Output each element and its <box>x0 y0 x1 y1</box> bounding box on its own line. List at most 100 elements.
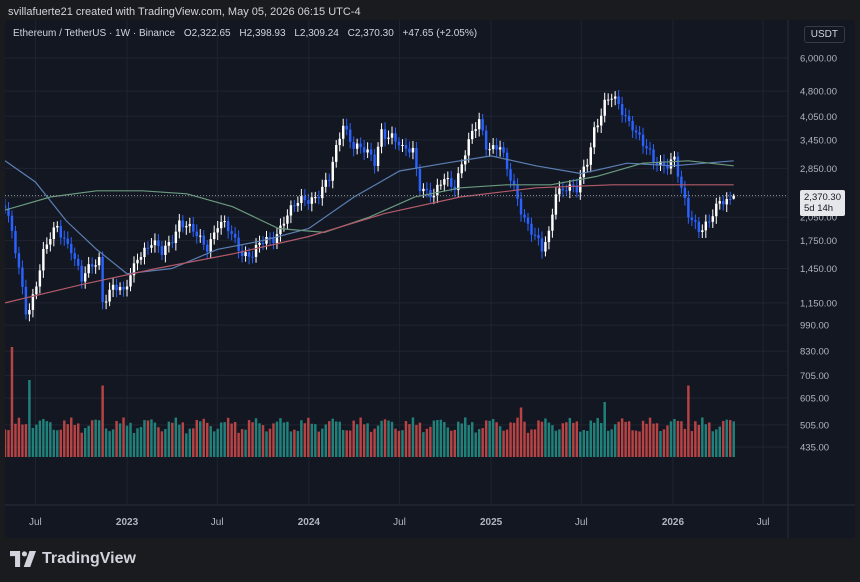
candle-body <box>219 221 223 229</box>
volume-bar <box>470 422 474 457</box>
candle-body <box>579 177 582 193</box>
candle-body <box>715 203 718 217</box>
candle-body <box>718 201 721 204</box>
candle-body <box>519 198 523 215</box>
volume-bar <box>80 432 83 457</box>
candle-body <box>226 221 230 232</box>
candle-body <box>104 301 108 303</box>
candle-body <box>704 221 708 231</box>
candle-body <box>526 217 530 224</box>
candle-body <box>31 294 35 310</box>
volume-bar <box>558 429 561 457</box>
volume-bar <box>390 421 394 457</box>
candle-body <box>436 184 439 196</box>
volume-bar <box>418 422 422 457</box>
volume-bar <box>505 429 509 457</box>
candle-body <box>202 235 205 245</box>
volume-bar <box>450 430 453 457</box>
high-value: H2,398.93 <box>239 28 286 39</box>
candle-body <box>387 137 390 139</box>
candle-body <box>80 265 83 282</box>
volume-bar <box>617 421 620 457</box>
volume-bar <box>226 417 230 457</box>
candle-body <box>328 179 331 181</box>
volume-bar <box>355 424 359 457</box>
volume-bar <box>258 423 261 457</box>
y-tick-label: 830.00 <box>800 347 829 358</box>
chart-credit: svillafuerte21 created with TradingView.… <box>8 6 361 18</box>
symbol-label[interactable]: Ethereum / TetherUS · 1W · Binance <box>13 28 176 39</box>
volume-bar <box>443 421 446 457</box>
candle-body <box>70 243 73 254</box>
candle-body <box>17 253 21 268</box>
candle-body <box>63 237 66 239</box>
candle-body <box>286 215 289 224</box>
volume-bar <box>680 421 683 457</box>
volume-bar <box>568 417 572 457</box>
candle-body <box>495 145 498 150</box>
volume-bar <box>87 425 90 457</box>
volume-bar <box>718 426 721 457</box>
candle-body <box>24 286 28 315</box>
candle-body <box>94 265 97 267</box>
volume-bar <box>711 431 715 457</box>
volume-bar <box>397 430 401 457</box>
volume-bar <box>376 425 380 457</box>
volume-bar <box>341 430 345 457</box>
chart-panel[interactable]: 6,000.00 4,800.00 4,050.00 3,450.00 2,850.00… <box>5 20 855 538</box>
volume-bar <box>422 432 425 457</box>
candle-body <box>589 147 592 165</box>
volume-bar <box>366 423 369 457</box>
x-tick-label: Jul <box>211 517 224 528</box>
close-value: C2,370.30 <box>347 28 394 39</box>
candle-body <box>599 115 603 126</box>
candle-body <box>188 223 192 227</box>
volume-bar <box>467 425 470 457</box>
candle-body <box>697 221 701 232</box>
candle-body <box>450 178 453 187</box>
y-tick-label: 4,800.00 <box>800 87 837 98</box>
candle-body <box>244 252 247 257</box>
candle-body <box>233 233 237 238</box>
volume-bar <box>540 421 544 457</box>
candle-body <box>146 247 150 249</box>
candle-body <box>359 143 362 148</box>
volume-bar <box>219 422 223 457</box>
x-tick-label: Jul <box>575 517 588 528</box>
price-chart[interactable]: 6,000.00 4,800.00 4,050.00 3,450.00 2,850.00… <box>5 20 855 538</box>
volume-bar <box>303 423 307 457</box>
candle-body <box>624 115 627 117</box>
candle-body <box>289 205 293 216</box>
volume-bar <box>247 420 251 457</box>
volume-bar <box>460 423 463 457</box>
last-price-tag: 2,370.30 5d 14h <box>800 189 845 216</box>
candle-body <box>390 133 394 138</box>
candle-body <box>593 127 596 148</box>
moving-average-line <box>5 184 734 304</box>
currency-button[interactable]: USDT <box>803 26 845 43</box>
volume-bar <box>42 419 45 457</box>
volume-bar <box>613 424 617 457</box>
volume-bar <box>579 431 582 457</box>
candle-body <box>484 130 488 150</box>
candle-body <box>537 235 540 239</box>
volume-bar <box>593 422 596 457</box>
candle-body <box>192 223 195 232</box>
volume-bar <box>509 422 512 457</box>
candle-body <box>279 225 282 235</box>
volume-bar <box>314 424 317 457</box>
candle-body <box>59 225 63 238</box>
volume-bar <box>209 426 212 457</box>
volume-bar <box>174 417 178 457</box>
candle-body <box>185 226 188 228</box>
volume-bar <box>387 420 390 457</box>
candle-body <box>373 154 376 166</box>
candle-body <box>35 286 38 295</box>
candle-body <box>338 138 341 146</box>
candle-body <box>300 196 303 204</box>
volume-bar <box>275 421 279 457</box>
volume-bar <box>132 433 136 457</box>
candle-body <box>251 256 254 258</box>
candle-body <box>111 284 115 290</box>
candle-body <box>572 184 575 186</box>
